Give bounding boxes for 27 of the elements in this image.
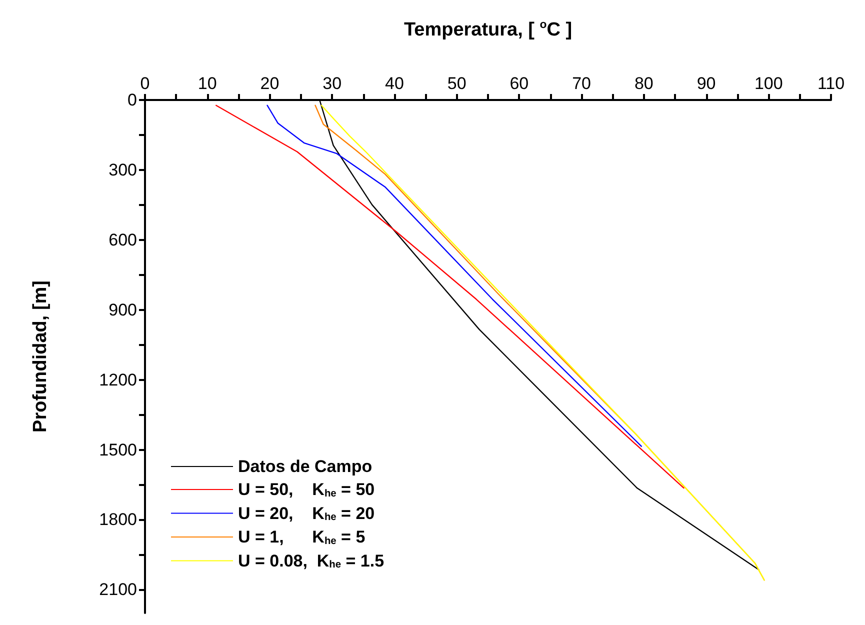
x-tick-label: 50: [447, 74, 466, 93]
y-tick-label: 600: [108, 230, 137, 250]
x-tick-label: 90: [696, 74, 716, 93]
x-tick-label: 100: [754, 74, 783, 93]
y-tick-label: 0: [128, 90, 137, 110]
x-tick-label: 10: [198, 74, 217, 93]
x-tick-label: 0: [140, 74, 150, 93]
legend-label: U = 20, Khe = 20: [238, 504, 375, 523]
legend-label: U = 0.08, Khe = 1.5: [238, 551, 384, 570]
y-tick-label: 1800: [99, 510, 137, 530]
x-tick-label: 30: [322, 74, 342, 93]
y-tick-label: 300: [108, 160, 137, 180]
legend-label: U = 50, Khe = 50: [238, 480, 375, 500]
x-tick-label: 80: [634, 74, 654, 93]
y-tick-label: 1500: [99, 440, 137, 460]
line-series: [266, 104, 642, 447]
y-tick-label: 2100: [99, 580, 137, 600]
x-tick-label: 70: [572, 74, 592, 93]
x-tick-label: 40: [384, 74, 404, 93]
legend-label: U = 1, Khe = 5: [238, 528, 366, 547]
y-tick-label: 900: [108, 300, 137, 320]
legend-label: Datos de Campo: [238, 457, 372, 476]
y-axis-title: Profundidad, [m]: [30, 280, 51, 432]
x-tick-label: 110: [817, 74, 845, 93]
x-tick-label: 60: [510, 74, 529, 93]
x-tick-label: 20: [260, 74, 280, 93]
y-tick-label: 1200: [99, 370, 137, 390]
